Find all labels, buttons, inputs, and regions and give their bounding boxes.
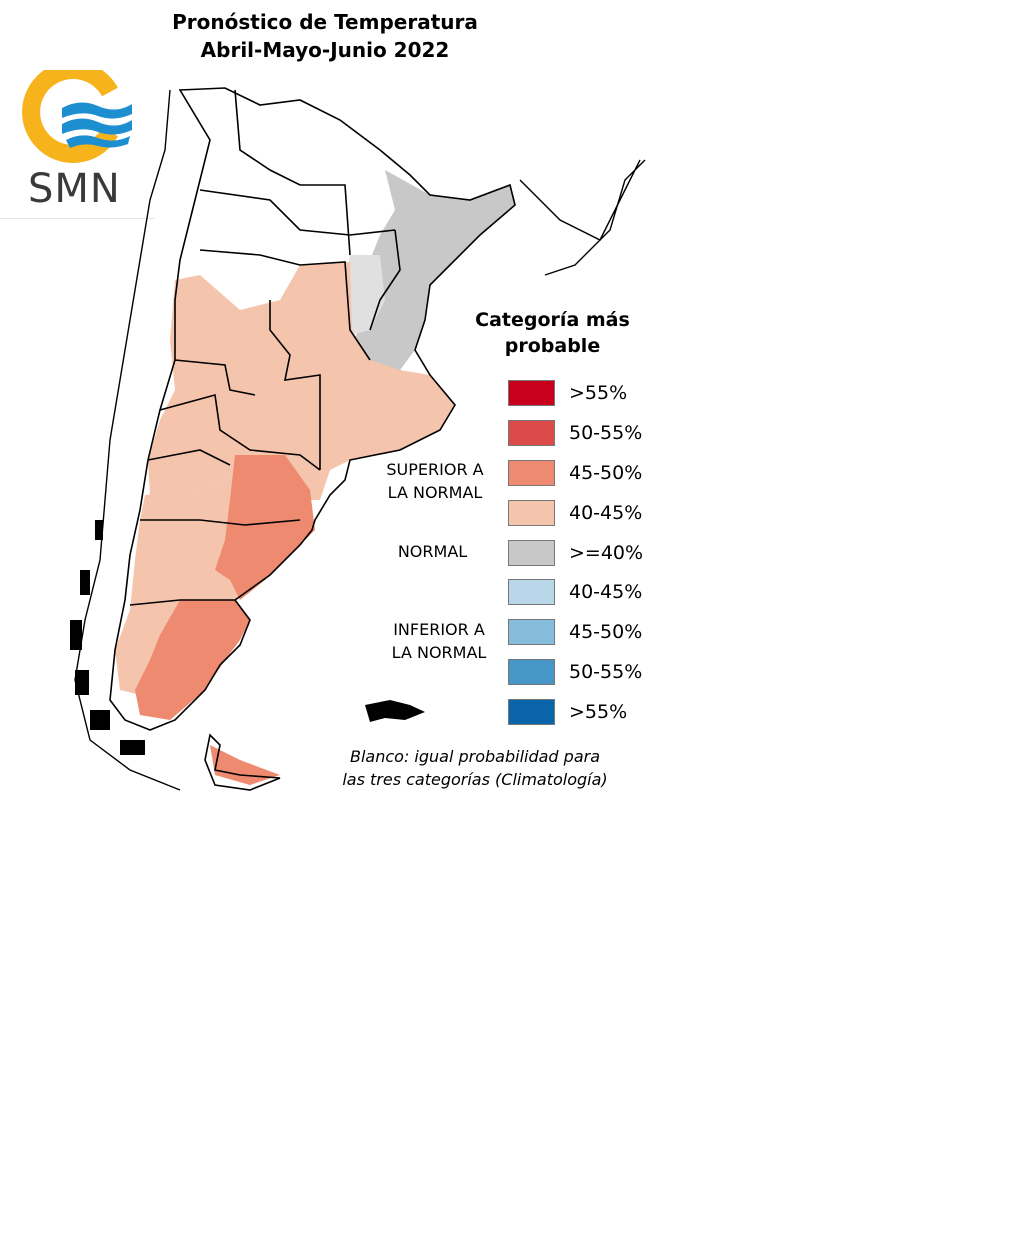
legend-label: >55% <box>569 382 628 404</box>
category-inferior-label: INFERIOR A LA NORMAL <box>391 620 487 662</box>
smn-sun-waves-icon <box>22 61 132 163</box>
legend-label: 45-50% <box>569 621 643 643</box>
south-45-50-region <box>135 600 250 720</box>
province-border <box>147 449 231 466</box>
legend-swatch <box>508 659 555 685</box>
province-border <box>129 599 235 606</box>
legend-swatch <box>508 619 555 645</box>
smn-logo <box>0 61 160 220</box>
legend-label: >=40% <box>569 542 644 564</box>
legend-swatch <box>508 579 555 605</box>
province-border <box>199 249 371 361</box>
category-normal-label: NORMAL <box>397 542 468 561</box>
northeast-normal-region <box>355 170 515 370</box>
legend-swatch <box>508 540 555 566</box>
neighbor-coast <box>74 89 181 791</box>
province-border <box>234 89 351 256</box>
central-40-45-region <box>148 262 455 500</box>
climatology-note: Blanco: igual probabilidad para las tres… <box>342 747 608 789</box>
map-subtitle: Abril-Mayo-Junio 2022 <box>200 38 450 62</box>
legend-label: 50-55% <box>569 422 643 444</box>
legend-label: 50-55% <box>569 661 643 683</box>
map-title: Pronóstico de Temperatura <box>172 10 478 34</box>
legend-label: 40-45% <box>569 502 643 524</box>
legend-swatch <box>508 699 555 725</box>
argentina-forecast-map <box>70 87 646 791</box>
legend-label: >55% <box>569 701 628 723</box>
province-border <box>369 229 401 331</box>
chile-islands <box>70 520 145 755</box>
province-border <box>199 189 396 236</box>
southeast-45-50-region <box>215 455 315 600</box>
province-border <box>269 300 321 470</box>
logo-divider <box>0 218 155 219</box>
legend-swatch <box>508 420 555 446</box>
brazil-coast <box>544 159 646 276</box>
logo-text: SMN <box>28 166 121 212</box>
category-superior-label: SUPERIOR A LA NORMAL <box>386 460 484 502</box>
tierra-del-fuego-outline <box>204 733 281 791</box>
legend-swatch <box>508 500 555 526</box>
uruguay-brazil-coast <box>519 159 641 241</box>
legend-swatch <box>508 380 555 406</box>
province-border <box>140 519 301 526</box>
tierra-del-fuego-region <box>210 745 280 785</box>
legend-label: 40-45% <box>569 581 643 603</box>
province-border <box>159 393 321 471</box>
province-border <box>174 359 256 396</box>
legend-label: 45-50% <box>569 462 643 484</box>
legend-swatch <box>508 460 555 486</box>
malvinas-islands <box>365 700 425 722</box>
legend-title: Categoría más probable <box>475 309 630 357</box>
